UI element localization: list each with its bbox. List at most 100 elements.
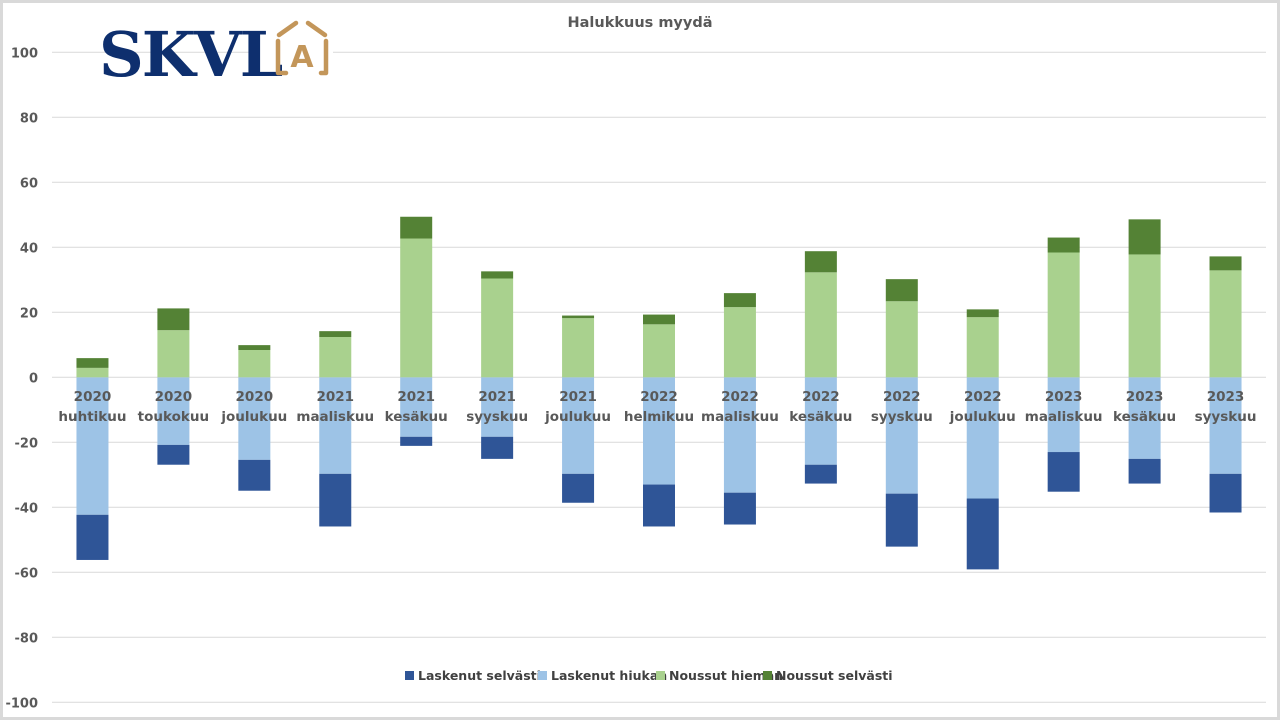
category-label-year: 2022 [883, 389, 921, 405]
y-tick-label: 80 [20, 111, 38, 126]
bar-segment-noussut-selvasti [157, 308, 190, 331]
y-tick-label: 100 [11, 46, 38, 61]
legend-item: Noussut selvästi [763, 668, 893, 683]
legend-item: Laskenut selvästi [405, 668, 541, 683]
category-label-month: joulukuu [949, 409, 1016, 425]
bar-segment-laskenut-hiukan [1209, 377, 1242, 474]
bar-segment-laskenut-hiukan [885, 377, 918, 494]
bar-segment-noussut-selvasti [319, 331, 352, 337]
bar-stack [1128, 219, 1161, 484]
legend-label: Noussut hieman [669, 668, 783, 683]
bar-segment-noussut-selvasti [481, 271, 514, 279]
bar-segment-noussut-selvasti [238, 345, 271, 350]
bar-stack [1047, 237, 1080, 492]
bars [76, 216, 1242, 570]
y-axis: 100 80 60 40 20 0 -20 -40 -60 -80 -100 [5, 46, 38, 711]
bar-segment-laskenut-selvasti [157, 444, 190, 465]
bar-segment-noussut-selvasti [885, 279, 918, 302]
bar-segment-laskenut-selvasti [643, 484, 675, 527]
bar-stack [804, 251, 837, 484]
legend: Laskenut selvästi Laskenut hiukan Noussut … [405, 668, 893, 683]
bar-stack [966, 309, 999, 570]
bar-segment-laskenut-hiukan [723, 377, 756, 493]
bar-segment-noussut-hieman [1209, 270, 1242, 378]
category-label-year: 2020 [236, 389, 274, 405]
bar-segment-laskenut-hiukan [804, 377, 837, 465]
bar-segment-laskenut-hiukan [1047, 377, 1080, 453]
category-label-month: helmikuu [624, 409, 694, 425]
bar-segment-laskenut-hiukan [1128, 377, 1161, 459]
legend-swatch [656, 671, 665, 680]
bar-segment-noussut-selvasti [1209, 256, 1242, 271]
bar-segment-noussut-hieman [966, 317, 999, 378]
y-tick-label: 0 [29, 371, 38, 386]
y-tick-label: -80 [15, 631, 39, 646]
bar-stack [481, 271, 514, 459]
y-tick-label: -100 [5, 696, 38, 711]
bar-segment-noussut-selvasti [804, 251, 837, 273]
bar-stack [723, 293, 756, 525]
bar-segment-laskenut-selvasti [562, 473, 595, 503]
category-label-month: maaliskuu [296, 409, 374, 425]
bar-stack [562, 315, 595, 503]
legend-label: Laskenut hiukan [551, 668, 667, 683]
bar-segment-noussut-hieman [804, 272, 837, 378]
bar-segment-noussut-hieman [238, 350, 271, 378]
category-label-year: 2021 [559, 389, 597, 405]
category-label-year: 2022 [640, 389, 678, 405]
bar-segment-noussut-selvasti [76, 358, 109, 368]
category-label-year: 2022 [802, 389, 840, 405]
y-tick-label: 60 [20, 176, 38, 191]
logo-background [253, 33, 333, 73]
bar-stack [157, 308, 190, 465]
category-label-year: 2022 [964, 389, 1002, 405]
y-tick-label: 20 [20, 306, 38, 321]
bar-stack [400, 216, 433, 446]
bar-stack [1209, 256, 1242, 513]
bar-segment-laskenut-hiukan [238, 377, 271, 460]
bar-segment-laskenut-selvasti [319, 473, 352, 527]
category-label-month: syyskuu [871, 409, 933, 425]
bar-segment-laskenut-selvasti [238, 459, 271, 491]
legend-item: Laskenut hiukan [538, 668, 667, 683]
bar-segment-laskenut-selvasti [1128, 458, 1161, 484]
y-tick-label: 40 [20, 241, 38, 256]
bar-segment-laskenut-hiukan [400, 377, 433, 437]
category-label-year: 2021 [397, 389, 435, 405]
bar-segment-laskenut-hiukan [481, 377, 514, 437]
bar-segment-noussut-hieman [1047, 252, 1080, 378]
chart-frame: 100 80 60 40 20 0 -20 -40 -60 -80 -100 2020 huhtiku… [3, 3, 1277, 717]
category-label-month: syyskuu [1195, 409, 1257, 425]
bar-segment-laskenut-hiukan [562, 377, 595, 474]
bar-segment-noussut-selvasti [400, 216, 433, 239]
category-label-year: 2023 [1126, 389, 1164, 405]
bar-segment-noussut-selvasti [1128, 219, 1161, 255]
bar-segment-laskenut-hiukan [157, 377, 190, 445]
bar-segment-laskenut-selvasti [804, 464, 837, 484]
bar-segment-noussut-hieman [481, 278, 514, 378]
category-label-year: 2023 [1045, 389, 1083, 405]
bar-segment-laskenut-selvasti [966, 498, 999, 570]
logo-badge-letter: A [290, 40, 314, 75]
category-label-month: kesäkuu [789, 409, 852, 425]
category-label-month: huhtikuu [58, 409, 126, 425]
logo-text: SKVL [99, 18, 283, 91]
bar-stack [319, 331, 352, 527]
category-label-year: 2020 [74, 389, 112, 405]
bar-segment-noussut-hieman [400, 238, 433, 378]
bar-segment-noussut-selvasti [643, 314, 675, 325]
bar-segment-noussut-selvasti [723, 293, 756, 308]
y-tick-label: -60 [15, 566, 39, 581]
bar-segment-noussut-hieman [1128, 254, 1161, 378]
bar-segment-laskenut-selvasti [1047, 452, 1080, 492]
bar-segment-noussut-hieman [562, 318, 595, 378]
bar-segment-noussut-selvasti [562, 315, 595, 319]
category-label-year: 2020 [155, 389, 193, 405]
category-label-month: maaliskuu [1025, 409, 1103, 425]
category-label-month: maaliskuu [701, 409, 779, 425]
legend-item: Noussut hieman [656, 668, 783, 683]
category-label-year: 2022 [721, 389, 759, 405]
bar-segment-laskenut-selvasti [76, 514, 109, 560]
bar-segment-laskenut-hiukan [643, 377, 675, 485]
skvl-logo: SKVL A [99, 18, 333, 91]
